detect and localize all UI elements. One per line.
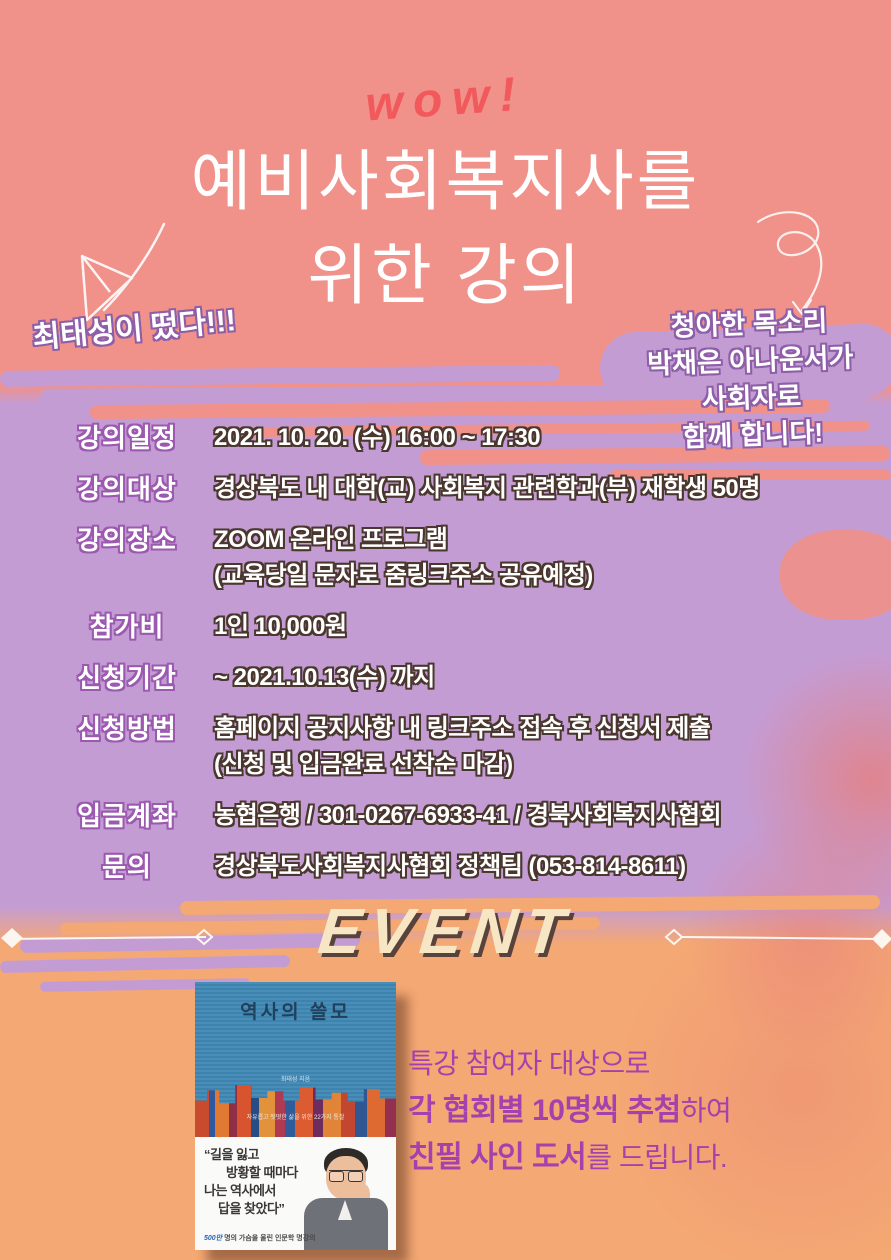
divider-left [1,928,214,948]
info-row-venue: 강의장소 ZOOM 온라인 프로그램 (교육당일 문자로 줌링크주소 공유예정) [66,522,881,594]
book-cover-top: 역사의 쓸모 최태성 지음 자유롭고 떳떳한 삶을 위한 22가지 통찰 [195,982,396,1137]
poster-title: 예비사회복지사를 위한 강의 [0,134,891,322]
info-row-method: 신청방법 홈페이지 공지사항 내 링크주소 접속 후 신청서 제출 (신청 및 … [66,711,881,783]
book-title: 역사의 쓸모 [240,1002,351,1023]
event-line1: 특강 참여자 대상으로 [408,1048,650,1079]
info-row-schedule: 강의일정 2021. 10. 20. (수) 16:00 ~ 17:30 [66,420,881,456]
book-tagline-rest: 명의 가슴을 울린 인문학 명강의 [222,1235,316,1242]
info-value: 농협은행 / 301-0267-6933-41 / 경북사회복지사협회 [214,802,722,829]
info-label: 문의 [102,852,152,882]
book-quote-line: “길을 잃고 [204,1147,259,1162]
info-value: 홈페이지 공지사항 내 링크주소 접속 후 신청서 제출 (신청 및 입금완료 … [214,711,711,783]
info-row-contact: 문의 경상북도사회복지사협회 정책팀 (053-814-8611) [66,849,881,885]
book-author-note: 최태성 지음 [280,1077,311,1083]
info-label: 참가비 [89,612,165,642]
book-cover: 역사의 쓸모 최태성 지음 자유롭고 떳떳한 삶을 위한 22가지 통찰 “길을… [195,982,396,1250]
book-quote-line: 나는 역사에서 [204,1183,276,1198]
divider-right [664,928,891,949]
author-photo [304,1146,394,1250]
curly-arrow-icon [756,211,823,316]
poster-title-line1: 예비사회복지사를 [190,144,701,218]
info-value-line1: 홈페이지 공지사항 내 링크주소 접속 후 신청서 제출 [214,715,711,742]
book-skyline-art [195,1085,396,1137]
info-value-line2: (교육당일 문자로 줌링크주소 공유예정) [214,562,593,589]
book-cover-bottom: “길을 잃고 방황할 때마다 나는 역사에서 답을 찾았다” 500만 명의 가… [195,1137,396,1250]
info-row-period: 신청기간 ~ 2021.10.13(수) 까지 [66,660,881,696]
brush-stroke [0,365,561,387]
lecture-info-table: 강의일정 2021. 10. 20. (수) 16:00 ~ 17:30 강의대… [66,420,881,900]
info-value: 경상북도 내 대학(교) 사회복지 관련학과(부) 재학생 50명 [214,475,760,502]
event-heading: EVENT [315,895,576,967]
info-value: ~ 2021.10.13(수) 까지 [214,664,435,691]
info-row-account: 입금계좌 농협은행 / 301-0267-6933-41 / 경북사회복지사협회 [66,798,881,834]
event-description: 특강 참여자 대상으로 각 협회별 10명씩 추첨하여 친필 사인 도서를 드립… [408,1040,828,1181]
info-label: 강의장소 [77,525,177,555]
book-subtitle: 자유롭고 떳떳한 삶을 위한 22가지 통찰 [246,1115,345,1121]
info-value-line2: (신청 및 입금완료 선착순 마감) [214,751,513,778]
info-value: 1인 10,000원 [214,613,347,640]
info-row-target: 강의대상 경상북도 내 대학(교) 사회복지 관련학과(부) 재학생 50명 [66,471,881,507]
down-left-arrow-icon [80,222,166,322]
event-line3-bold: 친필 사인 도서 [408,1141,587,1174]
event-line2-rest: 하여 [680,1095,732,1126]
info-label: 신청기간 [77,663,177,693]
info-row-fee: 참가비 1인 10,000원 [66,609,881,645]
event-line2-bold: 각 협회별 10명씩 추첨 [408,1094,681,1127]
info-label: 입금계좌 [77,801,177,831]
book-quote-line: 답을 찾았다” [218,1201,285,1216]
event-line2: 각 협회별 10명씩 추첨하여 [408,1087,828,1134]
book-tagline: 500만 명의 가슴을 울린 인문학 명강의 [204,1233,316,1243]
info-label: 신청방법 [77,714,177,744]
book-quote-line: 방황할 때마다 [226,1165,298,1180]
author-glasses [329,1170,363,1182]
info-value: 2021. 10. 20. (수) 16:00 ~ 17:30 [214,424,541,451]
event-line3: 친필 사인 도서를 드립니다. [408,1134,828,1181]
book-quote: “길을 잃고 방황할 때마다 나는 역사에서 답을 찾았다” [204,1146,298,1218]
info-label: 강의대상 [77,474,177,504]
book-tagline-highlight: 500만 [204,1235,223,1242]
info-value: ZOOM 온라인 프로그램 (교육당일 문자로 줌링크주소 공유예정) [214,522,593,594]
event-line3-rest: 를 드립니다. [586,1142,728,1173]
info-value: 경상북도사회복지사협회 정책팀 (053-814-8611) [214,853,686,880]
info-value-line1: ZOOM 온라인 프로그램 [214,526,448,553]
poster-title-line2: 위한 강의 [307,238,584,312]
info-label: 강의일정 [77,423,177,453]
